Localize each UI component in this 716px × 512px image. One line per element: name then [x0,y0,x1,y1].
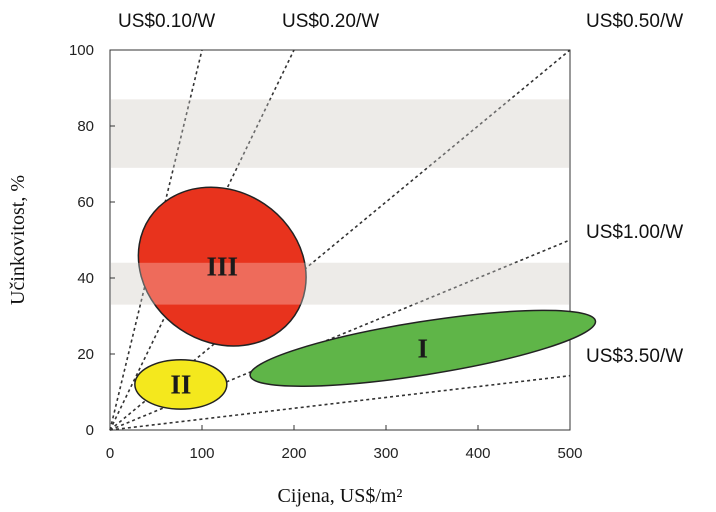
cost-line-label: US$0.20/W [282,11,379,32]
y-tick-label: 80 [77,118,94,135]
cost-line-label: US$0.50/W [586,11,683,32]
region-ellipse [134,358,228,410]
cost-line-label: US$3.50/W [586,346,683,367]
x-tick-label: 500 [557,445,582,462]
shaded-band-overlay [111,262,569,305]
y-tick-label: 40 [77,270,94,287]
cost-line [109,374,571,431]
x-tick-label: 200 [281,445,306,462]
x-tick-label: 300 [373,445,398,462]
cost-line [109,239,571,431]
shaded-band-overlay [111,99,569,168]
y-tick-label: 60 [77,194,94,211]
region-label: I [418,333,429,363]
x-tick-label: 0 [106,445,114,462]
y-tick-label: 0 [86,422,94,439]
cost-line-label: US$0.10/W [118,11,215,32]
shaded-band [111,99,569,168]
cost-line-label: US$1.00/W [586,222,683,243]
y-tick-label: 20 [77,346,94,363]
region-label: II [170,369,191,399]
x-axis-title: Cijena, US$/m² [278,485,403,507]
region-ellipse [137,186,307,347]
x-tick-label: 400 [465,445,490,462]
region-ellipse [249,309,597,387]
cost-line [109,49,203,431]
y-tick-label: 100 [69,42,94,59]
region-label: III [206,252,238,282]
x-tick-label: 100 [189,445,214,462]
y-axis-title: Učinkovitost, % [7,175,29,305]
